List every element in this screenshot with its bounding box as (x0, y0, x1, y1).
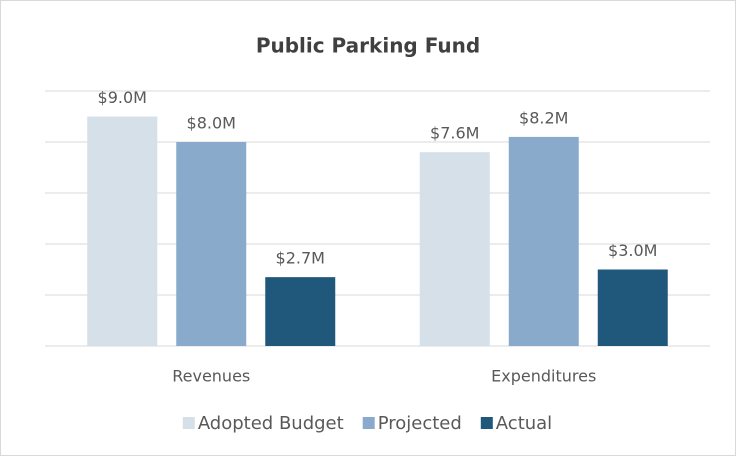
legend-swatch (182, 417, 195, 429)
legend-label: Projected (378, 413, 462, 434)
bar (597, 269, 668, 346)
bar (419, 152, 490, 346)
data-label: $7.6M (430, 124, 479, 143)
data-label: $2.7M (276, 249, 325, 268)
x-tick-label: Expenditures (491, 367, 596, 386)
bar (87, 116, 158, 346)
bar (508, 136, 579, 346)
data-label: $8.0M (187, 114, 236, 133)
legend-label: Adopted Budget (198, 413, 344, 434)
bar (265, 277, 336, 346)
legend-label: Actual (496, 413, 552, 434)
x-tick-label: Revenues (172, 367, 250, 386)
bar (176, 142, 247, 346)
data-label: $9.0M (98, 88, 147, 107)
data-label: $3.0M (608, 241, 657, 260)
chart-title: Public Parking Fund (256, 34, 480, 58)
legend-swatch (480, 417, 493, 429)
legend-swatch (362, 417, 375, 429)
data-label: $8.2M (519, 108, 568, 127)
